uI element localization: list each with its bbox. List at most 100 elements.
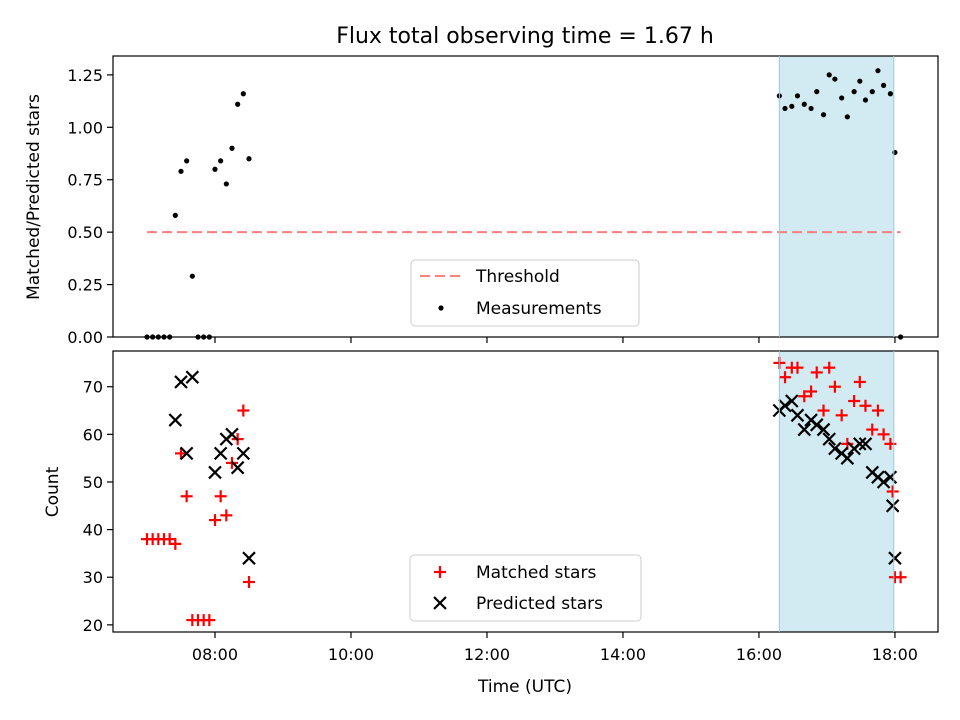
measurement-point [826,72,832,78]
bottom-y-axis-label: Count [43,466,63,517]
bottom-y-tick-label: 50 [83,473,103,492]
measurement-point [172,212,178,218]
predicted-legend-swatch [433,596,447,610]
measurement-point [832,76,838,82]
chart-title: Flux total observing time = 1.67 h [336,24,714,49]
top-shaded-span [779,56,894,337]
measurement-point [814,89,820,95]
predicted-star-point [858,437,873,451]
measurement-point [862,97,869,103]
matched-star-point [208,514,221,527]
top-legend-box [410,259,640,327]
predicted-legend-label: Predicted stars [476,594,603,614]
matched-star-point [242,575,255,588]
bottom-y-tick-label: 70 [83,378,103,397]
matched-legend-swatch [434,566,446,578]
count-points [140,356,907,627]
measurement-point [857,78,863,84]
bottom-plot-frame [112,350,939,633]
top-y-tick-label: 0.50 [67,223,103,242]
measurement-point [782,105,788,112]
matched-star-point [805,385,818,398]
matched-legend-label: Matched stars [476,563,596,583]
predicted-star-point [809,418,824,432]
bottom-legend: Matched stars Predicted stars [409,554,642,622]
measurement-point [839,95,845,101]
predicted-star-point [816,422,831,437]
matched-star-point [169,537,182,550]
predicted-star-point [230,460,245,475]
top-plot-frame [112,55,939,338]
matched-star-point [886,485,899,498]
predicted-star-point [236,446,251,461]
measurement-point [789,103,795,109]
matched-star-point [810,366,823,379]
matched-star-point [791,361,804,374]
predicted-star-point [208,465,222,480]
matched-star-point [828,380,841,393]
measurement-point [184,158,190,164]
measurement-point [881,82,887,88]
measurement-point [212,166,218,172]
matched-star-point [866,423,879,436]
matched-star-point [180,490,193,503]
x-tick-label: 16:00 [736,645,782,664]
matched-star-point [877,428,890,441]
matched-star-point [174,447,187,460]
matched-star-point [853,375,866,388]
top-y-tick-label: 1.00 [67,118,103,137]
x-tick-label: 10:00 [328,645,374,664]
predicted-star-point [225,427,239,442]
bottom-shaded-span [779,351,894,632]
measurement-point [887,91,894,97]
matched-star-point [798,390,811,403]
x-tick-label: 18:00 [872,645,918,664]
measurement-point [794,93,801,99]
measurement-point [229,145,235,151]
measurement-point [851,89,857,95]
measurement-point [178,168,184,174]
matched-star-point [237,404,250,417]
bottom-legend-box [409,554,642,622]
predicted-star-point [790,408,805,423]
top-legend: Threshold Measurements [410,259,640,327]
predicted-star-point [179,446,194,461]
measurement-point [820,112,827,118]
measurement-point [235,101,241,107]
matched-star-point [203,614,216,627]
bottom-y-tick-label: 20 [83,616,103,635]
measurement-point [189,273,195,279]
measurement-point [892,149,898,156]
predicted-star-point [885,499,900,513]
bottom-axis-ticks: 20 30 40 50 60 70 08:00 10:00 12:00 14:00 16:00 18:… [83,378,918,664]
matched-star-point [779,371,792,384]
matched-star-point [894,571,907,584]
measurement-point [801,101,807,107]
predicted-star-point [242,551,256,565]
measurement-point [844,114,850,120]
bottom-y-tick-label: 30 [83,568,103,587]
threshold-legend-label: Threshold [475,267,560,287]
measurement-points [144,68,904,340]
predicted-star-point [168,413,183,427]
measurements-legend-swatch [438,305,444,311]
matched-star-point [220,509,233,522]
matched-star-point [817,404,830,417]
x-axis-label: Time (UTC) [477,677,572,697]
predicted-star-point [174,375,188,389]
bottom-y-tick-label: 40 [83,521,103,540]
top-y-axis-label: Matched/Predicted stars [24,94,44,300]
measurement-point [246,156,252,162]
matched-star-point [214,490,227,503]
predicted-star-point [853,437,867,451]
measurement-point [869,89,875,95]
bottom-panel: 20 30 40 50 60 70 08:00 10:00 12:00 14:00 16:00 18:… [43,350,939,697]
x-tick-label: 08:00 [192,645,238,664]
top-panel: 0.00 0.25 0.50 0.75 1.00 1.25 Matched/Predict… [24,55,939,347]
predicted-star-point [185,370,200,384]
matched-star-point [884,437,897,450]
predicted-star-point [876,475,891,489]
predicted-star-point [840,451,855,465]
predicted-star-point [778,398,792,413]
